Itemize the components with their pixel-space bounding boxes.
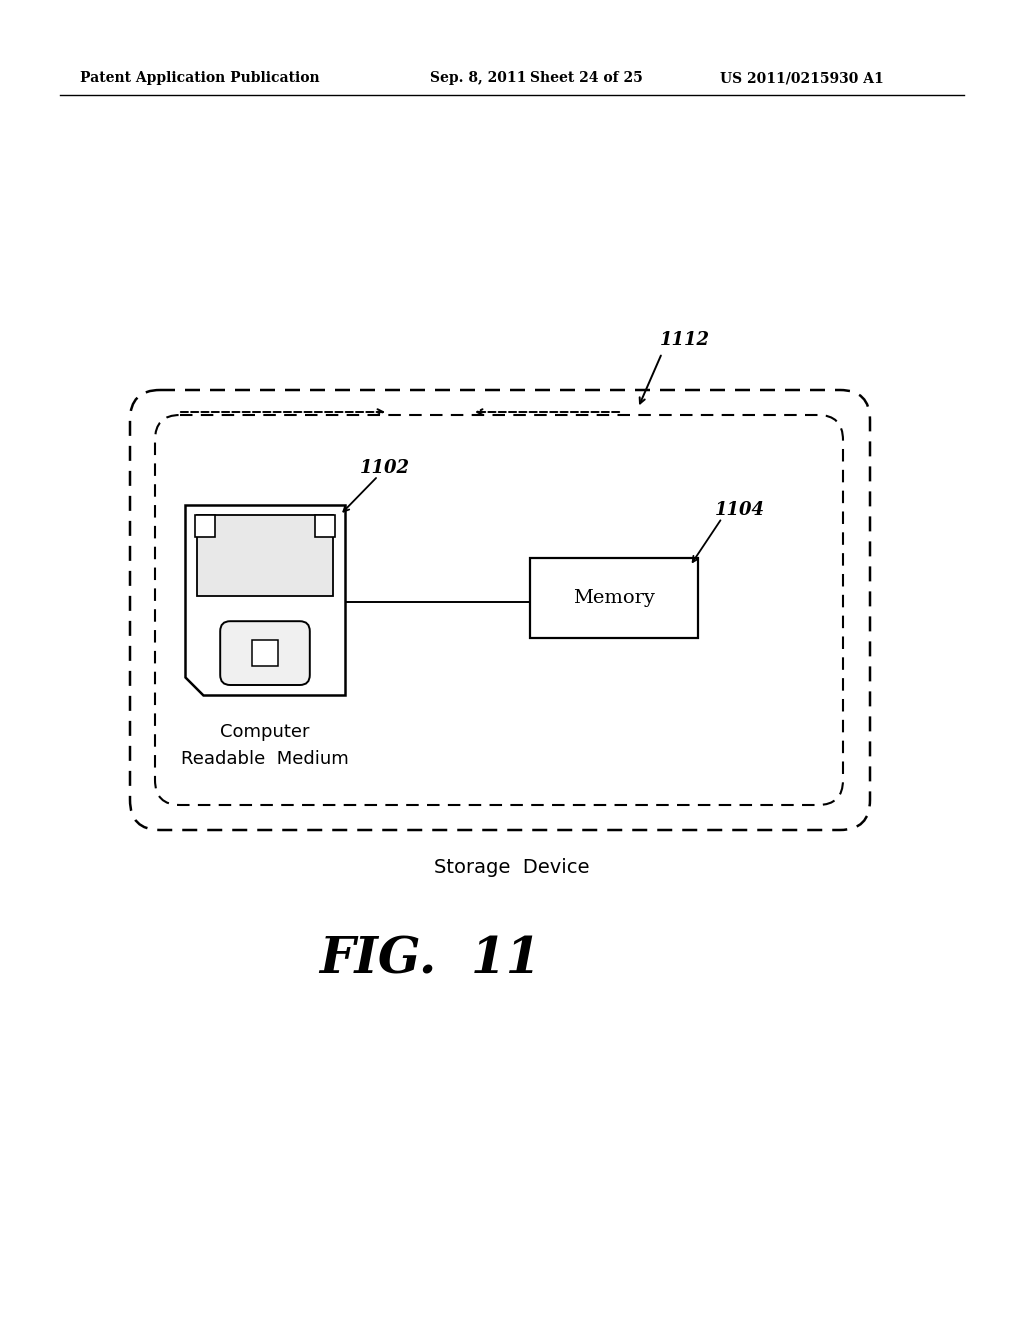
Text: 1112: 1112 xyxy=(660,331,710,348)
Text: Storage  Device: Storage Device xyxy=(434,858,590,876)
Bar xyxy=(253,640,278,667)
Bar xyxy=(197,515,333,597)
Bar xyxy=(195,515,215,537)
Text: Computer: Computer xyxy=(220,723,309,741)
Text: FIG.  11: FIG. 11 xyxy=(319,936,541,985)
Text: 1102: 1102 xyxy=(360,459,410,477)
Text: Patent Application Publication: Patent Application Publication xyxy=(80,71,319,84)
Bar xyxy=(315,515,335,537)
Text: US 2011/0215930 A1: US 2011/0215930 A1 xyxy=(720,71,884,84)
Text: Memory: Memory xyxy=(573,589,655,607)
Polygon shape xyxy=(185,506,345,696)
Bar xyxy=(530,558,698,638)
Text: Sheet 24 of 25: Sheet 24 of 25 xyxy=(530,71,643,84)
Text: Readable  Medium: Readable Medium xyxy=(181,750,349,768)
Text: Sep. 8, 2011: Sep. 8, 2011 xyxy=(430,71,526,84)
Text: 1104: 1104 xyxy=(715,502,765,519)
FancyBboxPatch shape xyxy=(220,622,310,685)
